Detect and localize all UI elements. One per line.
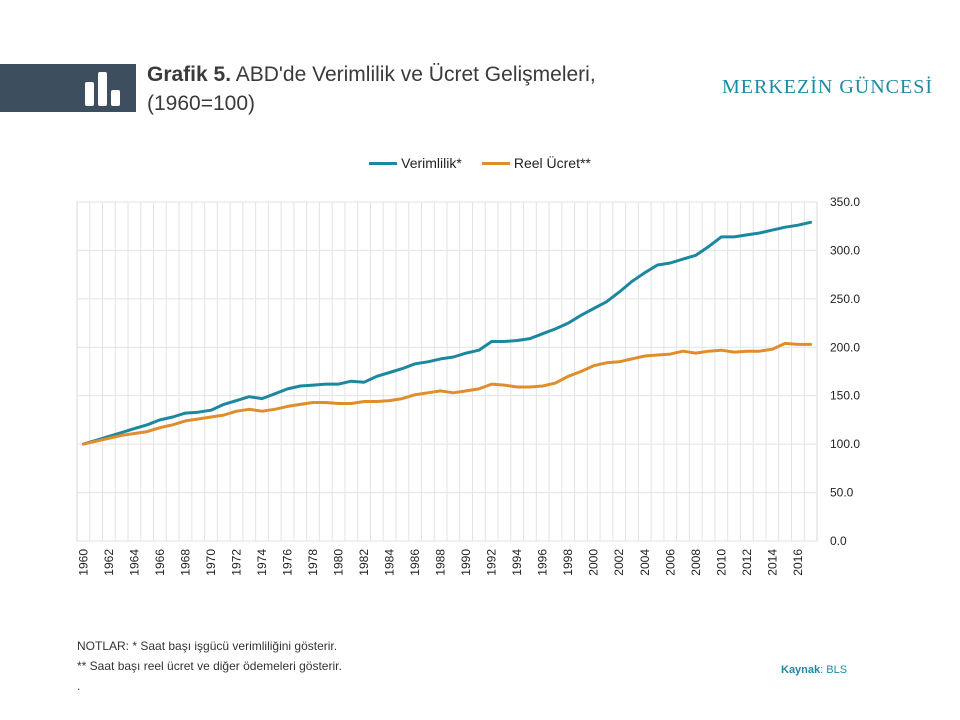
- note-line-3: .: [77, 679, 81, 693]
- x-tick-label: 1988: [434, 549, 448, 576]
- y-tick-label: 300.0: [830, 243, 860, 257]
- legend-swatch-real-wage: [481, 161, 510, 165]
- x-tick-label: 1978: [306, 549, 320, 576]
- x-tick-label: 1976: [281, 549, 295, 576]
- x-tick-label: 2000: [587, 549, 601, 576]
- x-tick-label: 1992: [485, 549, 499, 576]
- source-value: : BLS: [820, 664, 848, 676]
- source-label: Kaynak: [781, 664, 821, 676]
- note-line-2: ** Saat başı reel ücret ve diğer ödemele…: [77, 659, 342, 673]
- legend: Verimlilik* Reel Ücret**: [0, 155, 960, 171]
- x-tick-label: 1986: [408, 549, 422, 576]
- x-tick-label: 1994: [510, 549, 524, 576]
- legend-label-real-wage: Reel Ücret**: [513, 155, 591, 171]
- x-tick-label: 1998: [561, 549, 575, 576]
- x-tick-label: 1980: [332, 549, 346, 576]
- y-tick-label: 150.0: [830, 389, 860, 403]
- note-line-1: NOTLAR: * Saat başı işgücü verimliliğini…: [77, 639, 338, 653]
- x-tick-label: 1966: [153, 549, 167, 576]
- title-prefix: Grafik 5.: [147, 63, 232, 86]
- x-tick-label: 2014: [765, 549, 779, 576]
- x-tick-label: 2016: [791, 549, 805, 576]
- brand-logo-text: MERKEZİN GÜNCESİ: [722, 76, 933, 98]
- x-tick-label: 1960: [76, 549, 90, 576]
- title-text: ABD'de Verimlilik ve Ücret Gelişmeleri,: [235, 63, 596, 86]
- y-tick-label: 100.0: [830, 437, 860, 451]
- x-tick-label: 1974: [255, 549, 269, 576]
- source: Kaynak: BLS: [781, 664, 847, 676]
- x-tick-label: 1964: [127, 549, 141, 576]
- y-tick-label: 200.0: [830, 340, 860, 354]
- x-tick-label: 1984: [383, 549, 397, 576]
- x-tick-label: 1970: [204, 549, 218, 576]
- x-tick-label: 1968: [178, 549, 192, 576]
- legend-item-productivity: Verimlilik*: [369, 155, 462, 171]
- x-tick-label: 1982: [357, 549, 371, 576]
- y-tick-label: 0.0: [830, 534, 847, 548]
- x-tick-label: 1972: [229, 549, 243, 576]
- y-tick-label: 350.0: [830, 195, 860, 209]
- legend-item-real-wage: Reel Ücret**: [481, 155, 591, 171]
- x-tick-label: 2010: [714, 549, 728, 576]
- x-tick-label: 2004: [638, 549, 652, 576]
- y-tick-label: 50.0: [830, 486, 854, 500]
- legend-label-productivity: Verimlilik*: [401, 155, 462, 171]
- x-tick-label: 1990: [459, 549, 473, 576]
- x-tick-label: 2002: [612, 549, 626, 576]
- x-tick-label: 1996: [536, 549, 550, 576]
- legend-swatch-productivity: [369, 161, 398, 165]
- x-tick-label: 2012: [740, 549, 754, 576]
- x-tick-label: 1962: [102, 549, 116, 576]
- series-line-productivity: [81, 220, 813, 446]
- chart-title: Grafik 5. ABD'de Verimlilik ve Ücret Gel…: [147, 60, 667, 118]
- x-tick-label: 2006: [663, 549, 677, 576]
- y-tick-label: 250.0: [830, 292, 860, 306]
- title-subtitle: (1960=100): [147, 92, 256, 115]
- notes: NOTLAR: * Saat başı işgücü verimliliğini…: [77, 636, 342, 696]
- x-tick-label: 2008: [689, 549, 703, 576]
- series-line-real-wage: [81, 341, 813, 446]
- bar-chart-icon: [85, 72, 120, 106]
